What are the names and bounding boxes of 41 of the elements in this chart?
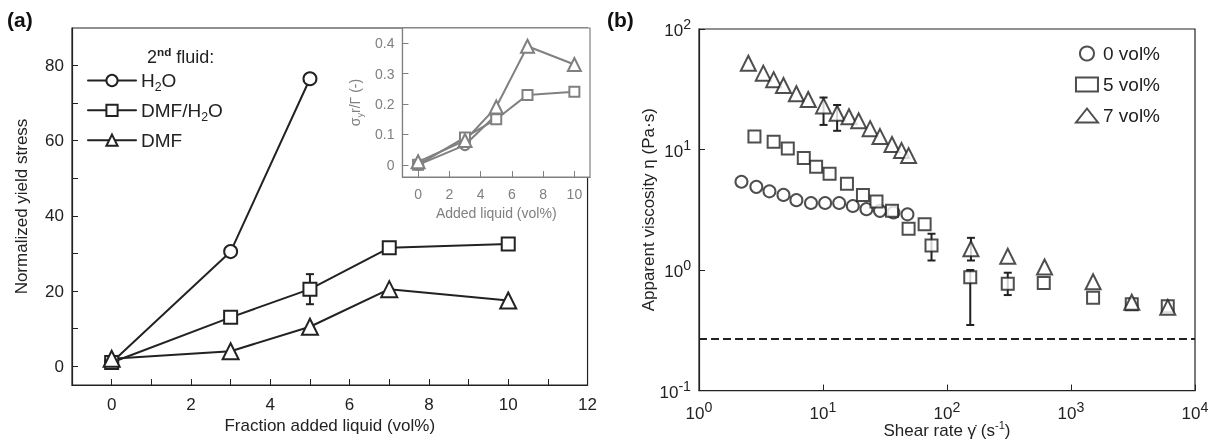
x-tick-label: 10$^{4}$ xyxy=(1181,399,1209,425)
x-tick-label: 10$^{3}$ xyxy=(1057,399,1085,425)
y-tick-label: 0 xyxy=(54,356,64,376)
y-tick-label: 60 xyxy=(45,131,64,151)
y-axis-title: Apparent viscosity η (Pa·s) xyxy=(639,108,659,312)
y-tick-label: 40 xyxy=(45,206,64,226)
y-tick-label: 20 xyxy=(45,281,64,301)
x-tick-label: 0 xyxy=(414,186,423,203)
chart-title: (a) xyxy=(7,8,33,31)
y-axis-title: σyr/Γ (-) xyxy=(347,78,365,127)
y-axis-title: Normalized yield stress xyxy=(12,118,32,295)
y-tick-label: 0.2 xyxy=(374,96,395,113)
x-tick-label: 8 xyxy=(539,186,548,203)
legend-label: 5 vol% xyxy=(1102,74,1161,95)
x-tick-label: 10$^{2}$ xyxy=(933,399,961,425)
x-tick-label: 6 xyxy=(507,186,516,203)
x-tick-label: 2 xyxy=(186,394,196,414)
legend-label: 7 vol% xyxy=(1102,105,1161,126)
x-tick-label: 10 xyxy=(498,394,518,414)
y-tick-label: 0 xyxy=(386,156,395,173)
x-tick-label: 4 xyxy=(265,394,276,414)
legend-label: DMF xyxy=(141,129,183,151)
y-tick-label: 0.1 xyxy=(374,126,395,143)
x-tick-label: 2 xyxy=(445,186,454,203)
x-tick-label: 8 xyxy=(424,394,434,414)
x-tick-label: 4 xyxy=(476,186,485,203)
y-tick-label: 10$^{2}$ xyxy=(664,16,691,42)
x-tick-label: 0 xyxy=(106,394,117,414)
x-tick-label: 10 xyxy=(566,186,583,203)
x-axis-title: Added liquid (vol%) xyxy=(435,205,557,221)
legend-label: 0 vol% xyxy=(1102,43,1161,64)
y-tick-label: 0.4 xyxy=(374,35,395,52)
y-tick-label: 80 xyxy=(45,56,64,76)
chart-title: (b) xyxy=(607,8,634,31)
y-tick-label: 10$^{1}$ xyxy=(664,136,691,163)
x-tick-label: 10$^{1}$ xyxy=(809,399,837,425)
x-tick-label: 6 xyxy=(344,394,355,414)
x-axis-title: Fraction added liquid (vol%) xyxy=(224,416,436,436)
x-tick-label: 12 xyxy=(578,394,598,414)
y-tick-label: 10$^{0}$ xyxy=(664,257,691,283)
y-tick-label: 0.3 xyxy=(374,65,395,82)
